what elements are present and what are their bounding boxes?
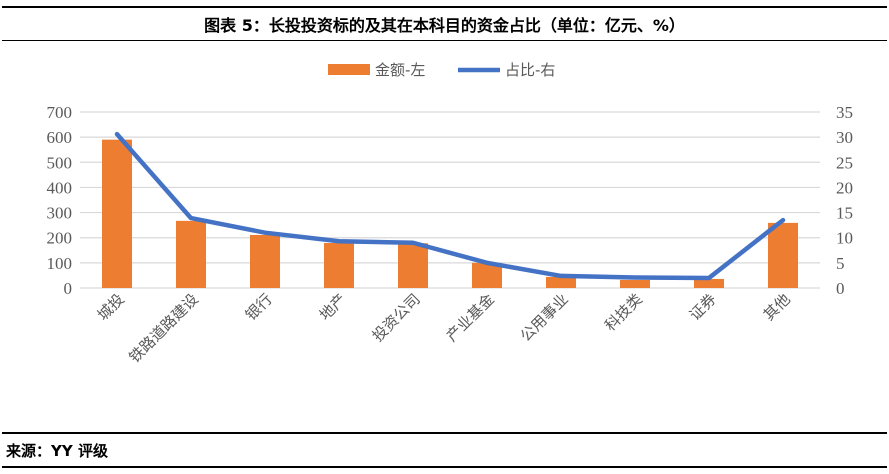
bar xyxy=(620,279,650,288)
top-rule xyxy=(2,6,887,8)
bar xyxy=(176,220,206,288)
y-left-tick-label: 700 xyxy=(47,103,73,122)
y-right-tick-label: 15 xyxy=(836,204,853,223)
bar xyxy=(102,139,132,288)
y-right-tick-label: 30 xyxy=(836,128,853,147)
line-series xyxy=(114,131,786,281)
source-top-rule xyxy=(2,432,887,434)
legend-label: 占比-右 xyxy=(505,61,555,79)
x-tick-label: 证券 xyxy=(686,290,720,324)
chart-title: 图表 5：长投投资标的及其在本科目的资金占比（单位：亿元、%） xyxy=(204,16,685,35)
x-tick-label: 公用事业 xyxy=(517,290,572,345)
bar xyxy=(694,278,724,288)
y-right-tick-label: 20 xyxy=(836,178,853,197)
y-left-tick-label: 100 xyxy=(47,254,73,273)
bar xyxy=(398,243,428,288)
bar xyxy=(250,234,280,288)
source-note: 来源：YY 评级 xyxy=(6,442,108,460)
title-rule xyxy=(2,40,887,41)
y-right-tick-label: 25 xyxy=(836,153,853,172)
y-right-tick-label: 35 xyxy=(836,103,853,122)
x-tick-label: 铁路道路建设 xyxy=(125,290,201,366)
bar xyxy=(546,276,576,288)
y-left-tick-label: 400 xyxy=(47,178,73,197)
y-left-tick-label: 500 xyxy=(47,153,73,172)
x-tick-label: 科技类 xyxy=(601,290,646,335)
bar xyxy=(472,262,502,288)
y-left-tick-label: 600 xyxy=(47,128,73,147)
x-tick-label: 银行 xyxy=(242,290,276,324)
y-right-tick-label: 0 xyxy=(836,279,845,298)
bar xyxy=(324,242,354,288)
y-left-tick-label: 0 xyxy=(64,279,73,298)
x-tick-label: 投资公司 xyxy=(369,290,424,345)
legend-label: 金额-左 xyxy=(375,61,425,79)
x-tick-label: 城投 xyxy=(94,290,128,324)
y-right-tick-label: 10 xyxy=(836,229,853,248)
x-tick-label: 产业基金 xyxy=(443,290,498,345)
y-left-tick-label: 300 xyxy=(47,204,73,223)
legend-swatch-bar xyxy=(328,64,370,75)
y-right-tick-label: 5 xyxy=(836,254,845,273)
x-tick-label: 其他 xyxy=(760,290,794,324)
bottom-rule xyxy=(2,466,887,468)
y-left-tick-label: 200 xyxy=(47,229,73,248)
bar xyxy=(768,222,798,288)
x-tick-label: 地产 xyxy=(316,290,350,324)
